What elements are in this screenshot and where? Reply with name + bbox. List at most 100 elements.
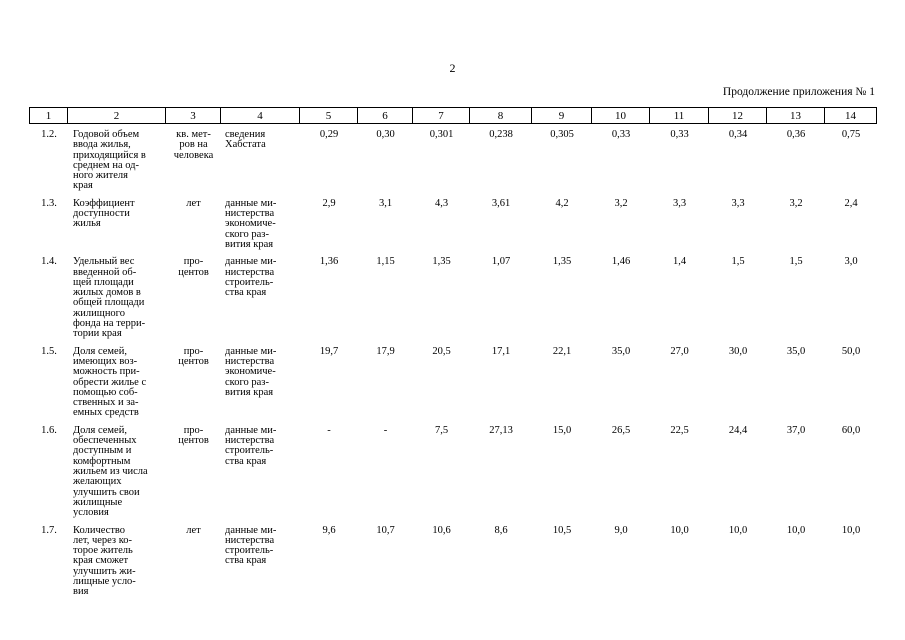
table-cell: 0,30 bbox=[376, 129, 395, 140]
header-cell: 8 bbox=[469, 107, 532, 124]
table-cell: 3,3 bbox=[731, 197, 745, 209]
header-cell: 7 bbox=[412, 107, 470, 124]
header-cell: 4 bbox=[220, 107, 300, 124]
table-cell: Доля семей, имеющих воз- можность при- о… bbox=[73, 345, 147, 419]
table-cell: 24,4 bbox=[728, 424, 748, 436]
table-cell: - bbox=[383, 424, 388, 436]
table-cell: 4,2 bbox=[555, 197, 569, 209]
header-cell: 13 bbox=[766, 107, 825, 124]
table-cell: лет bbox=[186, 197, 201, 209]
table-cell: Годовой объем ввода жилья, приходящийся … bbox=[73, 129, 146, 192]
table-cell: лет bbox=[186, 524, 201, 536]
header-cell: 2 bbox=[67, 107, 166, 124]
header-cell: 9 bbox=[531, 107, 592, 124]
table-cell: данные ми- нистерства строитель- ства кр… bbox=[225, 256, 277, 299]
table-cell: 10,5 bbox=[552, 524, 572, 536]
table-cell: 1,46 bbox=[611, 256, 631, 268]
table-cell: данные ми- нистерства экономиче- ского р… bbox=[225, 345, 277, 398]
table-cell: про- центов bbox=[178, 424, 209, 447]
table-cell: 30,0 bbox=[728, 345, 748, 357]
table-cell: 1,36 bbox=[319, 256, 339, 268]
table-cell: 22,5 bbox=[670, 424, 689, 436]
table-cell: 9,0 bbox=[614, 524, 628, 536]
table-cell: данные ми- нистерства экономиче- ского р… bbox=[225, 197, 277, 250]
table-cell: 8,6 bbox=[494, 524, 508, 536]
table-cell: 22,1 bbox=[552, 345, 572, 357]
table-cell: 0,301 bbox=[429, 129, 454, 140]
table-cell: 3,0 bbox=[844, 256, 858, 268]
header-cell: 1 bbox=[29, 107, 68, 124]
table-cell: 0,305 bbox=[550, 129, 574, 140]
header-cell: 10 bbox=[591, 107, 650, 124]
table-cell: 10,7 bbox=[376, 524, 395, 536]
table-cell: 4,3 bbox=[434, 197, 449, 209]
table-cell: 1,5 bbox=[731, 256, 745, 268]
table-cell: 10,0 bbox=[670, 524, 689, 536]
table-cell: 1,5 bbox=[789, 256, 803, 268]
table-cell: 10,6 bbox=[432, 524, 451, 536]
table-cell: 3,2 bbox=[614, 197, 628, 209]
table-cell: 0,75 bbox=[841, 129, 861, 140]
table-cell: 50,0 bbox=[841, 345, 861, 357]
table-cell: 3,3 bbox=[672, 197, 687, 209]
table-cell: 10,0 bbox=[841, 524, 861, 536]
table-cell: про- центов bbox=[178, 345, 209, 367]
table-cell: 1,35 bbox=[432, 256, 451, 268]
table-cell: Удельный вес введенной об- щей площади ж… bbox=[73, 256, 146, 340]
table-cell: 1,07 bbox=[491, 256, 511, 268]
table-cell: данные ми- нистерства строитель- ства кр… bbox=[225, 424, 277, 467]
table-cell: 2,4 bbox=[844, 197, 858, 209]
table-cell: 19,7 bbox=[319, 345, 339, 357]
header-cell: 6 bbox=[357, 107, 413, 124]
table-cell: Количество лет, через ко- торое житель к… bbox=[73, 524, 136, 598]
table-cell: 17,9 bbox=[376, 345, 395, 357]
table-cell: 10,0 bbox=[786, 524, 806, 536]
table-cell: 1,4 bbox=[672, 256, 687, 268]
table-cell: 35,0 bbox=[786, 345, 806, 357]
table-cell: 1,15 bbox=[376, 256, 395, 268]
table-cell: 7,5 bbox=[434, 424, 449, 436]
table-cell: 20,5 bbox=[432, 345, 451, 357]
table-cell: Коэффициент доступности жилья bbox=[73, 197, 135, 230]
table-cell: 3,2 bbox=[789, 197, 803, 209]
page-number: 2 bbox=[449, 61, 456, 75]
table-cell: 0,29 bbox=[319, 129, 339, 140]
table-cell: 0,34 bbox=[728, 129, 748, 140]
table-cell: 0,238 bbox=[489, 129, 513, 140]
header-cell: 12 bbox=[708, 107, 767, 124]
table-cell: 27,0 bbox=[670, 345, 689, 357]
header-cell: 11 bbox=[649, 107, 709, 124]
table-cell: 0,33 bbox=[611, 129, 631, 140]
table-cell: 1,35 bbox=[552, 256, 572, 268]
table-cell: 26,5 bbox=[611, 424, 631, 436]
header-cell: 14 bbox=[824, 107, 877, 124]
table-cell: данные ми- нистерства строитель- ства кр… bbox=[225, 524, 277, 567]
table-cell: 17,1 bbox=[491, 345, 511, 357]
table-cell: 35,0 bbox=[611, 345, 631, 357]
table-cell: 27,13 bbox=[489, 424, 513, 436]
table-cell: 37,0 bbox=[786, 424, 806, 436]
table-cell: сведения Хабстата bbox=[225, 129, 266, 151]
table-cell: 15,0 bbox=[552, 424, 572, 436]
table-cell: кв. мет- ров на человека bbox=[173, 129, 214, 161]
row-number: 1.5. bbox=[41, 345, 57, 357]
row-number: 1.3. bbox=[41, 197, 57, 209]
row-number: 1.7. bbox=[41, 524, 57, 536]
table-cell: Доля семей, обеспеченных доступным и ком… bbox=[73, 424, 148, 519]
table-cell: 10,0 bbox=[728, 524, 748, 536]
table-cell: 0,33 bbox=[670, 129, 689, 140]
table-cell: 60,0 bbox=[841, 424, 861, 436]
table-cell: 9,6 bbox=[322, 524, 336, 536]
row-number: 1.4. bbox=[41, 256, 57, 268]
header-cell: 3 bbox=[165, 107, 221, 124]
row-number: 1.6. bbox=[41, 424, 57, 436]
continuation-note: Продолжение приложения № 1 bbox=[722, 86, 875, 98]
table-cell: 2,9 bbox=[322, 197, 336, 209]
table-cell: про- центов bbox=[178, 256, 209, 278]
table-cell: 3,1 bbox=[378, 197, 393, 209]
table-cell: - bbox=[327, 424, 331, 436]
row-number: 1.2. bbox=[41, 129, 57, 140]
header-cell: 5 bbox=[299, 107, 358, 124]
table-cell: 3,61 bbox=[491, 197, 511, 209]
